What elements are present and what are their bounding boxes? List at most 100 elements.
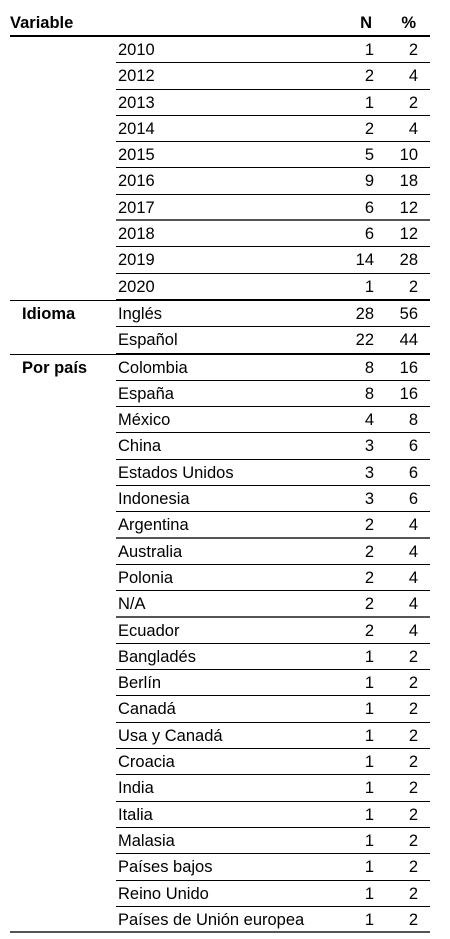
group-label: Por país [22, 358, 88, 377]
percent-value: 10 [399, 146, 418, 165]
category-label: Inglés [118, 304, 163, 323]
category-label: Países de Unión europea [118, 910, 305, 929]
count-value: 28 [355, 304, 374, 323]
table-row: 2018 6 12 [10, 221, 430, 248]
category-cell: Indonesia 3 6 [116, 486, 430, 513]
table-row: Usa y Canadá 1 2 [10, 723, 430, 750]
table-row: Canadá 1 2 [10, 696, 430, 723]
count-value: 1 [364, 700, 374, 719]
category-label: India [118, 779, 154, 798]
category-label: Berlín [118, 674, 162, 693]
count-value: 1 [364, 910, 374, 929]
count-value: 22 [355, 331, 374, 350]
count-value: 1 [364, 674, 374, 693]
percent-value: 28 [399, 251, 418, 270]
table-row: Reino Unido 1 2 [10, 881, 430, 907]
table-row: 2019 14 28 [10, 247, 430, 274]
category-cell: Canadá 1 2 [116, 696, 430, 723]
category-cell: Italia 1 2 [116, 802, 430, 828]
count-value: 1 [364, 858, 374, 877]
category-cell: N/A 2 4 [116, 591, 430, 618]
category-label: 2020 [118, 277, 155, 296]
category-cell: 2020 1 2 [116, 274, 430, 300]
category-label: Países bajos [118, 858, 213, 877]
category-label: 2010 [118, 41, 155, 59]
category-label: 2017 [118, 198, 155, 217]
category-label: Argentina [118, 516, 189, 535]
table-row: 2012 2 4 [10, 63, 430, 90]
category-label: 2013 [118, 93, 155, 112]
table-row: Estados Unidos 3 6 [10, 460, 430, 487]
percent-value: 18 [399, 172, 418, 191]
table-row: 2015 5 10 [10, 142, 430, 169]
category-cell: 2016 9 18 [116, 168, 430, 195]
percent-value: 2 [408, 277, 418, 296]
table-row: 2016 9 18 [10, 168, 430, 195]
count-value: 2 [364, 516, 374, 535]
count-value: 3 [364, 437, 374, 456]
percent-value: 6 [408, 463, 418, 482]
category-cell: 2012 2 4 [116, 63, 430, 90]
category-label: Español [118, 331, 178, 350]
percent-value: 4 [408, 595, 418, 614]
percent-value: 2 [408, 674, 418, 693]
category-label: Ecuador [118, 621, 180, 640]
table-row: Italia 1 2 [10, 802, 430, 828]
category-cell: 2018 6 12 [116, 221, 430, 248]
count-value: 1 [364, 277, 374, 296]
table-row: 2014 2 4 [10, 116, 430, 143]
table-row: Polonia 2 4 [10, 565, 430, 592]
count-value: 1 [364, 647, 374, 666]
category-cell: Inglés 28 56 [116, 301, 430, 328]
table-row: Indonesia 3 6 [10, 486, 430, 513]
category-label: Malasia [118, 831, 175, 850]
category-cell: España 8 16 [116, 381, 430, 408]
count-value: 1 [364, 93, 374, 112]
category-cell: Argentina 2 4 [116, 512, 430, 539]
percent-value: 2 [408, 753, 418, 772]
table-body: 2010 1 2 2012 2 4 2013 1 2 2014 2 4 2015 5 10 2016 9 18 20… [10, 37, 430, 934]
percent-value: 6 [408, 490, 418, 509]
category-label: N/A [118, 595, 146, 614]
table-row: España 8 16 [10, 381, 430, 408]
percent-value: 2 [408, 726, 418, 745]
table-row: Croacia 1 2 [10, 749, 430, 776]
category-label: Colombia [118, 358, 188, 377]
percent-value: 12 [399, 198, 418, 217]
category-cell: 2013 1 2 [116, 90, 430, 116]
category-cell: India 1 2 [116, 775, 430, 802]
category-label: China [118, 437, 162, 456]
table-row: Bangladés 1 2 [10, 644, 430, 671]
count-value: 8 [364, 358, 374, 377]
percent-value: 2 [408, 779, 418, 798]
category-label: 2016 [118, 172, 155, 191]
category-label: Usa y Canadá [118, 726, 223, 745]
count-value: 2 [364, 119, 374, 138]
count-value: 14 [355, 251, 374, 270]
table-row: Idioma Inglés 28 56 [10, 299, 430, 328]
data-table: Variable N % 2010 1 2 2012 2 4 2013 1 2 2014 2 4 201… [10, 11, 430, 934]
count-value: 1 [364, 884, 374, 903]
count-value: 1 [364, 41, 374, 59]
percent-value: 4 [408, 542, 418, 561]
count-value: 1 [364, 831, 374, 850]
category-label: 2018 [118, 225, 155, 244]
table-row: 2020 1 2 [10, 274, 430, 300]
group-label: Idioma [22, 304, 76, 323]
category-cell: Bangladés 1 2 [116, 644, 430, 671]
percent-value: 4 [408, 621, 418, 640]
table-row: Por país Colombia 8 16 [10, 353, 430, 381]
category-label: Estados Unidos [118, 463, 234, 482]
category-cell: Países bajos 1 2 [116, 854, 430, 881]
percent-value: 56 [399, 304, 418, 323]
category-label: Reino Unido [118, 884, 209, 903]
count-value: 2 [364, 568, 374, 587]
count-value: 2 [364, 595, 374, 614]
percent-value: 2 [408, 700, 418, 719]
count-value: 3 [364, 490, 374, 509]
count-value: 2 [364, 67, 374, 86]
category-cell: Reino Unido 1 2 [116, 881, 430, 907]
table-row: China 3 6 [10, 433, 430, 460]
category-cell: China 3 6 [116, 433, 430, 460]
category-cell: Australia 2 4 [116, 539, 430, 565]
